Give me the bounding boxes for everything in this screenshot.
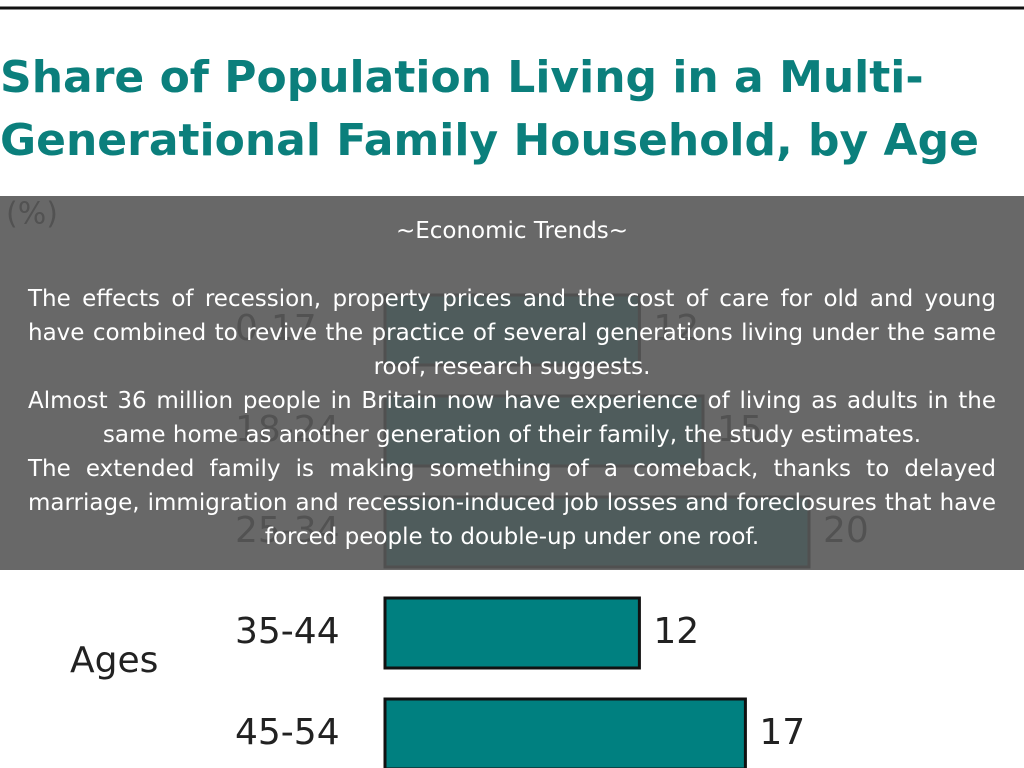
y-tick-label: 45-54 [235, 712, 340, 753]
chart-title-line: Share of Population Living in a Multi- [0, 52, 924, 103]
overlay-text: ~Economic Trends~ The effects of recessi… [28, 214, 996, 554]
value-label: 17 [759, 712, 805, 753]
overlay-paragraph: The extended family is making something … [28, 456, 996, 550]
overlay-heading: ~Economic Trends~ [395, 218, 629, 244]
value-label: 12 [653, 611, 699, 652]
overlay-paragraph: The effects of recession, property price… [28, 286, 996, 380]
y-tick-label: 35-44 [235, 611, 340, 652]
overlay-paragraph: Almost 36 million people in Britain now … [28, 388, 996, 448]
text-overlay: ~Economic Trends~ The effects of recessi… [0, 196, 1024, 570]
bar [383, 596, 641, 670]
bar [383, 697, 747, 768]
chart-title-line: Generational Family Household, by Age [0, 115, 979, 166]
y-axis-label: Ages [70, 640, 158, 681]
